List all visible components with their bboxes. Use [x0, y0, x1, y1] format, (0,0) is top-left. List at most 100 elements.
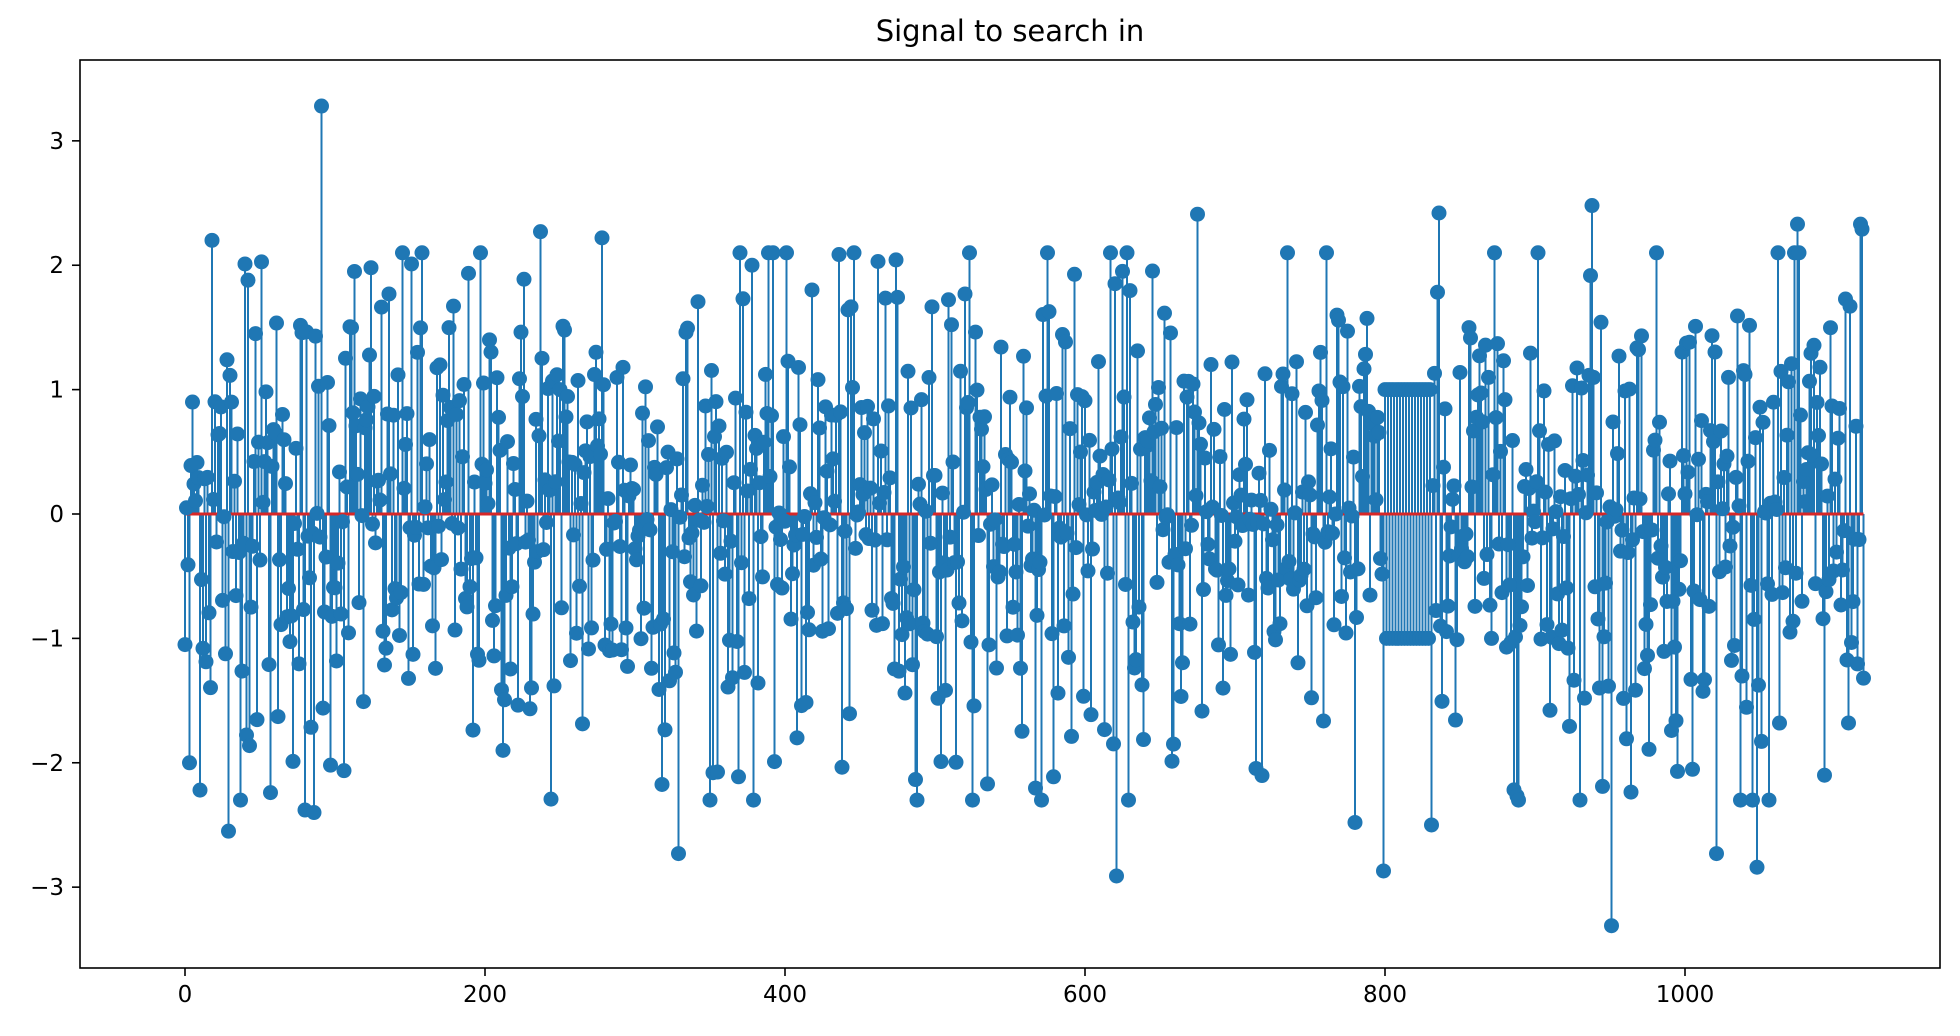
stem-marker: [1496, 353, 1511, 369]
stem-marker: [1812, 359, 1828, 375]
stem-marker: [1595, 778, 1610, 794]
stem-marker: [881, 398, 896, 414]
stem-marker: [980, 776, 995, 792]
stem-marker: [1077, 393, 1093, 409]
stem-marker: [927, 467, 943, 483]
stem-marker: [569, 625, 584, 641]
stem-marker: [278, 476, 293, 492]
stem-marker: [1230, 577, 1246, 593]
stem-marker: [593, 446, 608, 462]
stem-marker: [1125, 614, 1141, 630]
stem-marker: [1287, 505, 1303, 521]
stem-marker: [762, 469, 778, 485]
stem-marker: [689, 623, 704, 639]
stem-marker: [570, 373, 586, 389]
stem-marker: [1647, 432, 1663, 448]
stem-marker: [1452, 364, 1468, 380]
stem-marker: [1520, 577, 1535, 593]
stem-marker: [1310, 417, 1325, 433]
stem-marker: [1662, 453, 1678, 469]
stem-marker: [534, 350, 550, 366]
stem-marker: [486, 648, 502, 664]
stem-marker: [1350, 561, 1366, 577]
stem-marker: [1268, 632, 1283, 648]
stem-marker: [1254, 768, 1270, 784]
y-tick-label: 1: [49, 378, 64, 404]
stem-marker: [1322, 489, 1337, 505]
stem-marker: [1688, 318, 1703, 334]
stem-marker: [1619, 731, 1634, 747]
stem-marker: [450, 520, 466, 536]
stem-marker: [1050, 685, 1066, 701]
stem-marker: [1775, 585, 1790, 601]
stem-marker: [432, 357, 448, 373]
stem-marker: [1707, 344, 1723, 360]
stem-marker: [1539, 617, 1555, 633]
stem-marker: [839, 601, 854, 617]
stem-marker: [1251, 465, 1267, 481]
stem-marker: [1481, 369, 1496, 385]
stem-marker: [1262, 442, 1277, 458]
stem-marker: [1776, 470, 1792, 486]
stem-marker: [302, 570, 317, 586]
stem-marker: [1436, 459, 1451, 475]
stem-marker: [386, 407, 401, 423]
stem-marker: [1799, 461, 1814, 477]
stem-marker: [1809, 394, 1825, 410]
stem-marker: [1689, 507, 1705, 523]
stem-marker: [303, 719, 319, 735]
stem-marker: [554, 600, 569, 616]
stem-marker: [1068, 540, 1084, 556]
stem-marker: [1371, 425, 1387, 441]
stem-marker: [566, 527, 581, 543]
y-tick-label: −1: [30, 626, 64, 652]
stem-marker: [1062, 421, 1078, 437]
stem-marker: [938, 682, 953, 698]
stem-marker: [242, 738, 257, 754]
stem-marker: [1559, 580, 1574, 596]
stem-marker: [398, 436, 413, 452]
stem-marker: [224, 394, 239, 410]
stem-marker: [287, 515, 302, 531]
stem-marker: [674, 487, 689, 503]
stem-marker: [1761, 792, 1777, 808]
stem-marker: [905, 657, 920, 673]
stem-marker: [897, 685, 913, 701]
stem-marker: [956, 504, 971, 520]
stem-marker: [284, 608, 299, 624]
stem-marker: [276, 432, 292, 448]
stem-marker: [1580, 467, 1595, 483]
y-tick-label: 2: [49, 253, 64, 279]
stem-marker: [798, 694, 814, 710]
stem-marker: [1239, 392, 1255, 408]
stem-marker: [909, 792, 925, 808]
stem-marker: [1277, 482, 1292, 498]
stem-marker: [1614, 522, 1630, 538]
x-tick-label: 1000: [1656, 982, 1715, 1008]
stem-marker: [960, 395, 976, 411]
stem-marker: [264, 458, 280, 474]
stem-marker: [891, 663, 907, 679]
stem-marker: [1556, 529, 1571, 545]
stem-marker: [1497, 392, 1513, 408]
stem-marker: [453, 561, 469, 577]
stem-marker: [1845, 594, 1861, 610]
stem-marker: [620, 658, 635, 674]
stem-marker: [1643, 597, 1658, 613]
stem-marker: [1340, 323, 1355, 339]
stem-marker: [1652, 414, 1667, 430]
stem-marker: [248, 326, 263, 342]
stem-marker: [272, 552, 287, 568]
stem-marker: [777, 513, 793, 529]
stem-marker: [629, 552, 644, 568]
stem-marker: [1848, 418, 1864, 434]
stem-marker: [1092, 448, 1108, 464]
stem-marker: [1830, 430, 1846, 446]
stem-marker: [1434, 693, 1450, 709]
stem-marker: [350, 466, 365, 482]
stem-marker: [1238, 456, 1253, 472]
stem-marker: [1007, 536, 1022, 552]
stem-marker: [1056, 618, 1072, 634]
stem-marker: [1145, 263, 1160, 279]
stem-marker: [431, 518, 446, 534]
